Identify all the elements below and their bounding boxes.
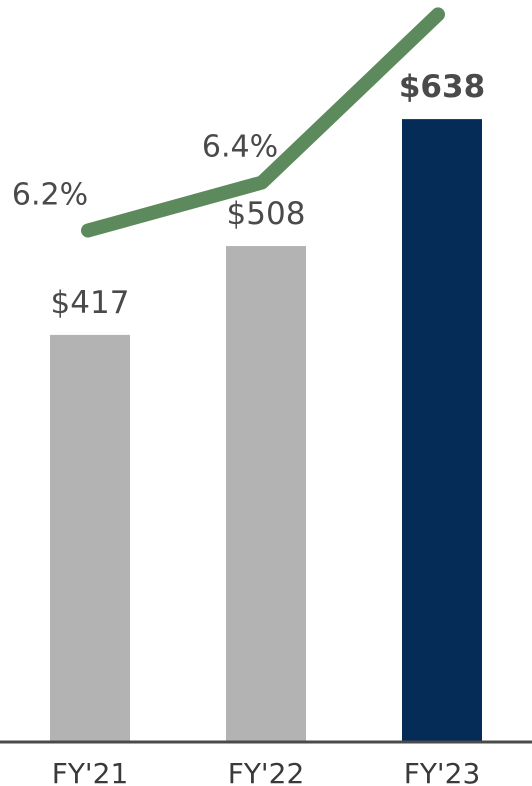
bar-value-label-2: $508 [227, 196, 306, 232]
bar-3 [402, 119, 482, 742]
bar-1 [50, 334, 130, 742]
line-series [81, 7, 445, 238]
category-labels-group: FY'21 FY'22 FY'23 [52, 757, 481, 786]
line-value-label-2: 6.4% [202, 129, 278, 164]
category-label-2: FY'22 [228, 757, 305, 786]
category-label-3: FY'23 [404, 757, 481, 786]
line-value-label-1: 6.2% [12, 178, 88, 213]
bar-value-label-1: $417 [51, 285, 130, 321]
bar-2 [226, 246, 306, 742]
line-series-group: 6.2%6.4%7.1% [12, 7, 445, 238]
bars-group: $417 $508 $638 [50, 69, 485, 742]
category-label-1: FY'21 [52, 757, 129, 786]
bar-value-label-3: $638 [399, 69, 485, 105]
